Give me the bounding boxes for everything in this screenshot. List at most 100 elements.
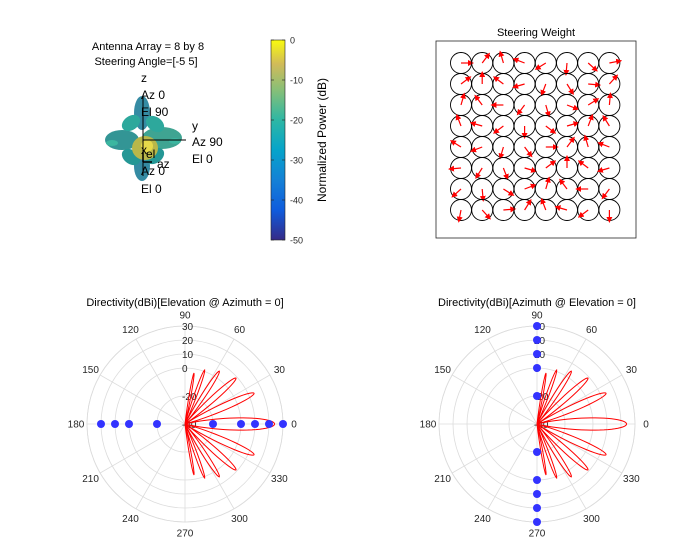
phase-arrow (503, 188, 515, 196)
phase-arrow (566, 83, 574, 96)
phase-arrow (608, 74, 619, 85)
phase-arrow (587, 62, 598, 72)
x-axis-az: Az 0 (141, 164, 165, 178)
colorbar: 0 -10 -20 -30 -40 -50 Normalized Power (dB) (270, 36, 329, 246)
array-element-marker (153, 420, 161, 428)
angle-tick-label: 180 (68, 420, 85, 431)
phase-arrow (544, 104, 551, 118)
phase-arrow (577, 160, 589, 169)
colorbar-tick-label: -50 (290, 236, 303, 246)
array-element-marker (265, 420, 273, 428)
phase-arrow (516, 104, 526, 116)
pattern-3d-surface (105, 96, 182, 181)
phase-arrow (481, 209, 491, 220)
z-axis-az: Az 0 (141, 88, 165, 102)
phase-arrow (534, 62, 547, 70)
phase-arrow (607, 92, 613, 106)
angular-grid-line (451, 374, 538, 425)
array-pattern-panel: Antenna Array = 8 by 8 Steering Angle=[-… (92, 36, 329, 246)
polar-title: Directivity(dBi)[Azimuth @ Elevation = 0… (438, 297, 636, 309)
steering-weight-grid (448, 50, 623, 223)
angular-grid-line (135, 423, 186, 510)
colorbar-tick-label: -10 (290, 76, 303, 86)
angle-tick-label: 300 (231, 514, 248, 525)
array-element-marker (251, 420, 259, 428)
phase-arrow (602, 114, 610, 127)
array-element-marker (97, 420, 105, 428)
angle-tick-label: 150 (82, 365, 99, 376)
angle-tick-label: 240 (474, 514, 491, 525)
phase-arrow (540, 83, 547, 97)
angular-grid-line (184, 338, 235, 425)
phase-arrow (540, 197, 547, 211)
y-axis-el: El 0 (192, 152, 213, 166)
phase-arrow (566, 136, 575, 148)
colorbar-tick-label: 0 (290, 36, 295, 46)
colorbar-tick-label: -30 (290, 156, 303, 166)
angle-tick-label: 60 (234, 325, 246, 336)
phase-arrow (554, 205, 568, 211)
array-element-marker (533, 392, 541, 400)
x-axis-label: x (141, 143, 147, 157)
phase-arrow (455, 113, 462, 127)
y-axis-az: Az 90 (192, 135, 223, 149)
angular-grid-line (487, 338, 538, 425)
angular-grid-line (184, 423, 235, 510)
phase-arrow (503, 206, 517, 213)
polar-plot-azimuth: Directivity(dBi)[Azimuth @ Elevation = 0… (420, 297, 650, 540)
phase-arrow (512, 83, 525, 89)
array-element-marker (533, 364, 541, 372)
phase-arrow (460, 76, 472, 85)
phase-arrow (498, 50, 505, 64)
phase-arrow (479, 188, 486, 202)
phase-arrow (545, 160, 557, 169)
angle-tick-label: 210 (82, 474, 99, 485)
array-element-marker (209, 420, 217, 428)
phase-arrow (460, 92, 466, 106)
x-axis-el: El 0 (141, 182, 162, 196)
radial-tick-label: -20 (182, 392, 197, 403)
main-lobe-highlight (141, 140, 153, 152)
colorbar-label: Normalized Power (dB) (315, 78, 329, 202)
angle-tick-label: 270 (177, 529, 194, 540)
lobe-far-right (169, 138, 181, 144)
phase-arrow (449, 140, 462, 148)
radial-tick-label: 30 (182, 322, 194, 333)
az-marker-label: az (157, 157, 170, 171)
array-element-marker (125, 420, 133, 428)
angle-tick-label: 210 (434, 474, 451, 485)
angle-tick-label: 120 (122, 325, 139, 336)
radial-tick-label: -20 (534, 392, 549, 403)
angle-tick-label: 330 (271, 474, 288, 485)
phase-arrow (596, 167, 610, 173)
angle-tick-label: 120 (474, 325, 491, 336)
array-element-marker (533, 448, 541, 456)
array-element-marker (533, 336, 541, 344)
steering-weight-title: Steering Weight (497, 27, 575, 39)
phase-arrow (512, 57, 525, 64)
phase-arrow (587, 98, 600, 106)
steering-weight-axes (435, 40, 637, 239)
array-size-text: Antenna Array = 8 by 8 (92, 41, 204, 53)
lobe-upper-right (145, 115, 165, 133)
array-element-marker (533, 490, 541, 498)
z-axis-label: z (141, 71, 147, 85)
phase-arrow (498, 146, 505, 160)
polar-title: Directivity(dBi)[Elevation @ Azimuth = 0… (86, 297, 283, 309)
lobe-upper-left (121, 114, 141, 132)
phase-arrow (475, 167, 483, 180)
angle-tick-label: 300 (583, 514, 600, 525)
phase-arrow (502, 167, 509, 181)
angle-tick-label: 0 (291, 420, 297, 431)
phase-arrow (566, 121, 580, 127)
angle-tick-label: 180 (420, 420, 437, 431)
angle-tick-label: 270 (529, 529, 546, 540)
colorbar-tick-label: -40 (290, 196, 303, 206)
angle-tick-label: 330 (623, 474, 640, 485)
y-axis-label: y (192, 119, 198, 133)
phase-arrow (563, 62, 570, 76)
phase-arrow (559, 178, 568, 190)
phase-arrow (545, 125, 557, 134)
